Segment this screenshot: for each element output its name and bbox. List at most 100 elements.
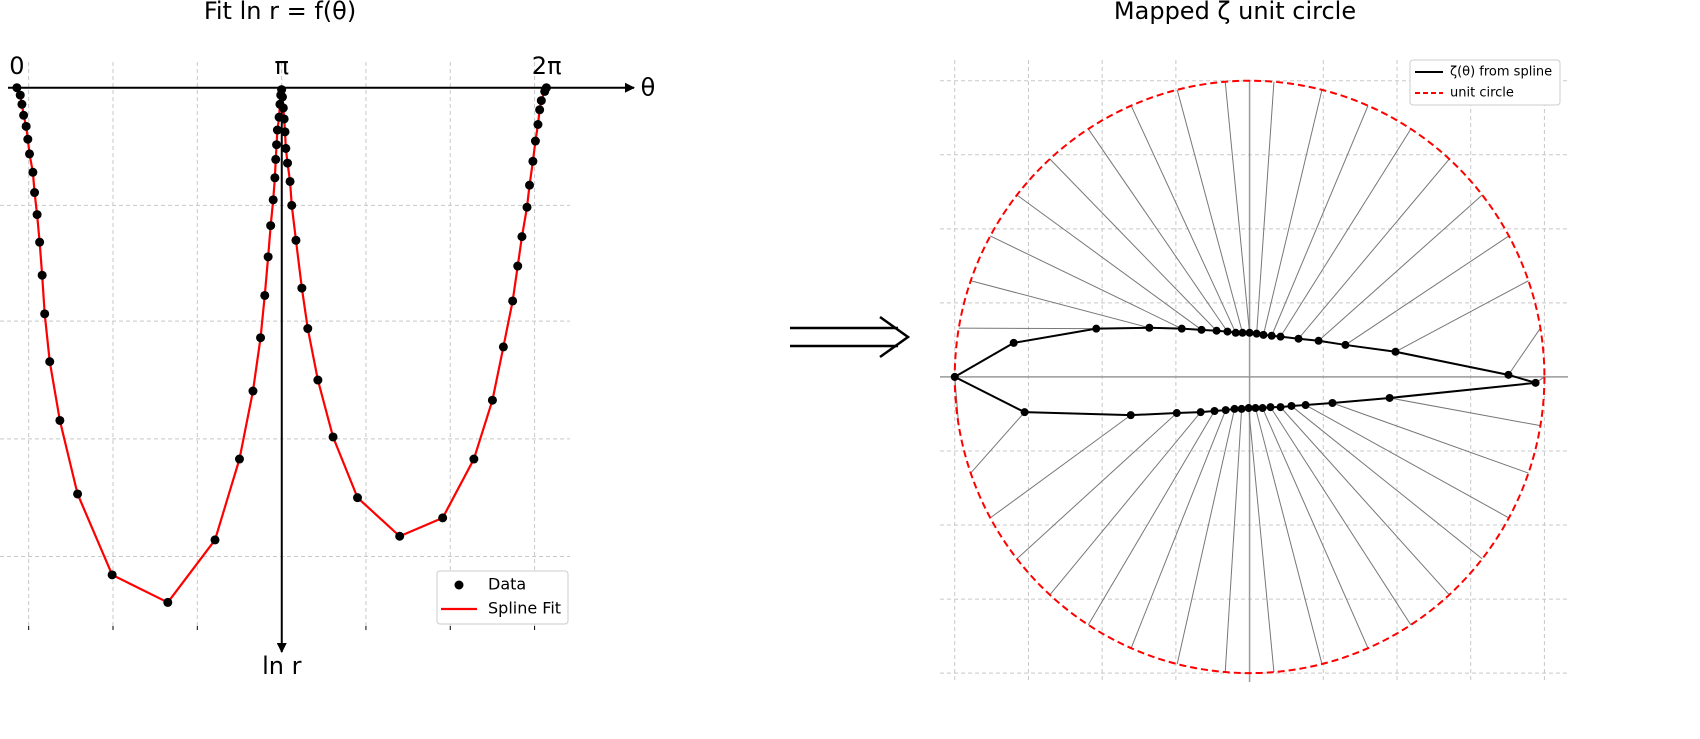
data-point [287,200,297,210]
data-point [280,127,290,137]
data-point [45,357,55,367]
zeta-point [1391,347,1400,356]
mapping-arrow [790,315,911,359]
data-point [283,158,293,168]
zeta-point [1196,408,1205,417]
data-point [19,110,29,120]
map-ray [1262,89,1323,335]
legend-box [1409,59,1561,106]
zeta-point [1237,404,1246,413]
zeta-point [1177,324,1186,333]
data-point [438,513,448,523]
theta-label: 2π [532,52,562,80]
zeta-point [1531,378,1540,387]
data-point [277,92,287,102]
zeta-point [1020,408,1029,417]
data-point [260,290,270,300]
data-point [536,96,546,106]
map-ray [989,414,1132,519]
zeta-point [1212,326,1221,335]
zeta-point [1145,323,1154,332]
zeta-point [1504,370,1513,379]
map-ray [1224,408,1243,673]
map-ray [1016,412,1178,560]
map-ray [970,411,1025,474]
data-point [498,342,508,352]
chart-title: Fit ln r = f(θ) [204,0,356,25]
zeta-point [1251,404,1260,413]
data-point [395,531,405,541]
zeta-point [1252,329,1261,338]
legend: ζ(θ) from spline unit circle [1409,59,1561,106]
data-point [270,173,280,183]
map-ray [1016,194,1202,331]
data-point [297,283,307,293]
data-point [234,454,244,464]
map-ray [1305,404,1510,519]
data-point [517,232,527,242]
zeta-point [1276,332,1285,341]
data-point [278,103,288,113]
data-point [163,597,173,607]
data-point [55,415,65,425]
data-point [30,188,40,198]
map-ray [1270,406,1412,626]
zeta-curve [953,326,1537,417]
data-point [40,309,50,319]
data-point [313,375,323,385]
data-point [210,535,220,545]
data-point [268,195,278,205]
zeta-point [1126,411,1135,420]
data-point [285,176,295,186]
zeta-point [1314,336,1323,345]
legend-label: Spline Fit [488,599,561,618]
map-ray [1345,235,1510,346]
zeta-point [1328,398,1337,407]
map-ray [1395,280,1529,353]
map-ray [1049,158,1217,332]
theta-label: π [275,52,289,80]
map-ray [1332,402,1529,474]
data-point [21,121,31,131]
map-ray [1280,406,1450,596]
y-axis-label: ln r [262,652,302,680]
map-ray [1271,105,1369,336]
data-point [107,570,117,580]
zeta-point [1301,401,1310,410]
data-point [256,333,266,343]
data-point [73,489,83,499]
data-point [28,167,38,177]
data-point [528,156,538,166]
zeta-point [1287,401,1296,410]
map-ray [1130,105,1237,334]
legend-box [436,570,569,625]
zeta-point [1223,327,1232,336]
data-point [25,149,35,159]
data-point [469,454,479,464]
zeta-point [1341,340,1350,349]
map-ray [1224,81,1251,333]
zeta-point [1230,404,1239,413]
data-point [291,235,301,245]
zeta-point [1385,393,1394,402]
data-point [263,252,273,262]
zeta-point [1244,404,1253,413]
map-ray [990,235,1182,330]
zeta-point [1197,325,1206,334]
map-ray [1130,409,1227,649]
zeta-point [1221,406,1230,415]
data-point [533,119,543,129]
data-point [525,180,535,190]
map-ray [1049,411,1202,596]
zeta-point [1210,406,1219,415]
zeta-point [950,372,959,381]
map-ray [1087,410,1215,626]
data-point [272,140,282,150]
map-ray [970,280,1150,329]
data-point [15,90,25,100]
zeta-point [1238,328,1247,337]
map-ray [1254,407,1323,665]
zeta-point [1172,409,1181,418]
zeta-point [1276,403,1285,412]
